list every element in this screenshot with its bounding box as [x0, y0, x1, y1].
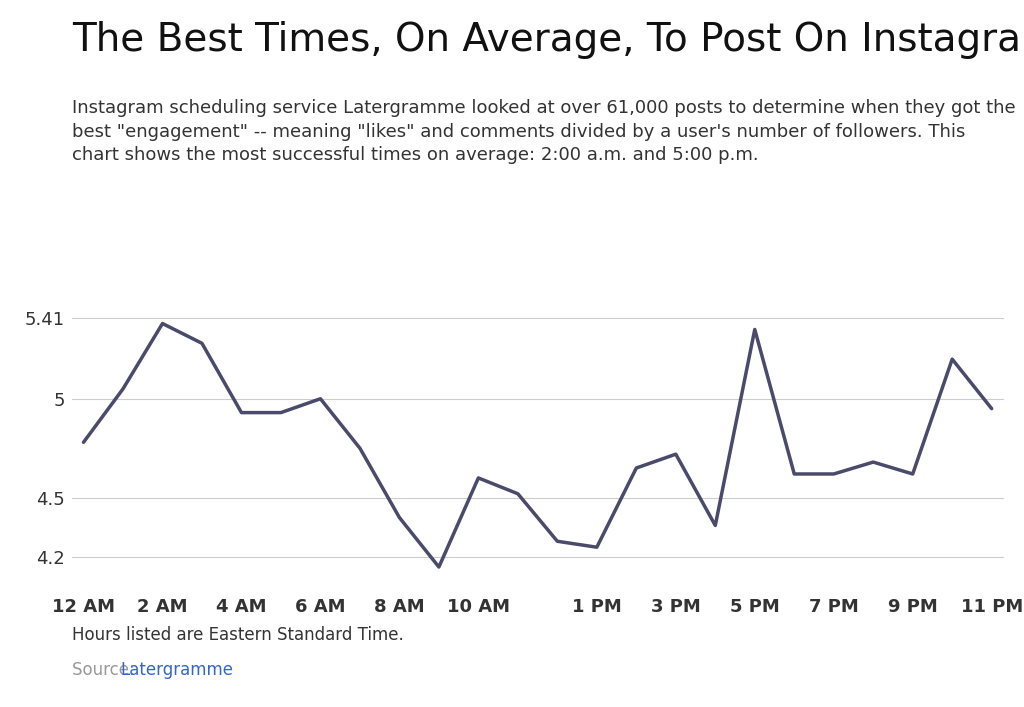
Text: Hours listed are Eastern Standard Time.: Hours listed are Eastern Standard Time. — [72, 626, 403, 643]
Text: The Best Times, On Average, To Post On Instagram: The Best Times, On Average, To Post On I… — [72, 21, 1024, 59]
Text: Latergramme: Latergramme — [121, 661, 233, 679]
Text: Source:: Source: — [72, 661, 139, 679]
Text: Instagram scheduling service Latergramme looked at over 61,000 posts to determin: Instagram scheduling service Latergramme… — [72, 99, 1016, 164]
